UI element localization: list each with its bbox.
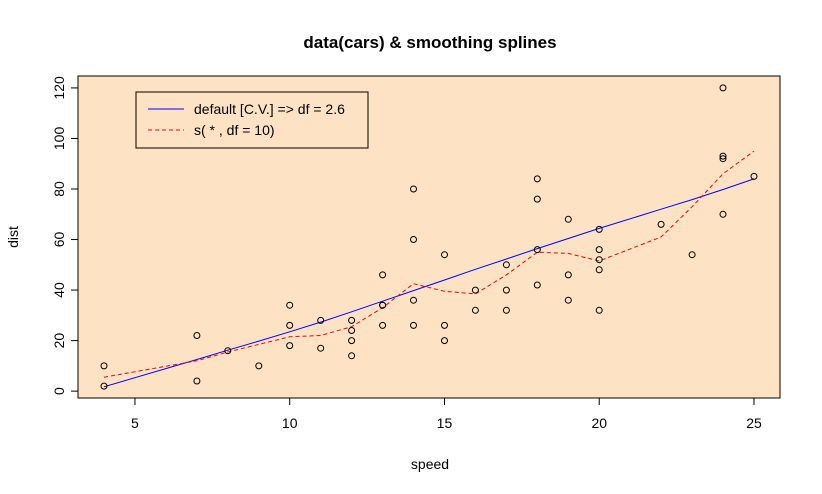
data-point [533,281,541,289]
chart-title: data(cars) & smoothing splines [303,33,556,52]
data-point [502,261,510,269]
data-point [348,327,356,334]
data-point [719,152,727,160]
data-point [688,251,696,259]
y-axis-label: dist [5,226,21,248]
y-axis: 0 20 40 60 80 100 120 [51,76,79,395]
data-point [502,306,510,314]
data-point [502,286,510,294]
legend-entry-default: default [C.V.] => df = 2.6 [194,101,345,117]
data-point [286,301,294,309]
x-tick-label: 10 [282,415,298,431]
data-point [564,271,572,279]
data-point [410,236,417,243]
data-point [533,195,541,203]
data-point [100,382,108,390]
x-tick-label: 15 [437,415,453,431]
data-point [750,172,758,180]
data-point [595,256,603,264]
legend-entry-df10: s( * , df = 10) [194,122,275,138]
data-point [410,185,417,193]
y-tick-label: 20 [51,333,67,349]
data-point [193,377,201,385]
data-point [410,321,417,329]
data-point [564,296,572,304]
data-point [719,155,727,163]
data-point [348,352,356,360]
y-tick-label: 60 [51,232,67,248]
data-point [348,316,356,324]
data-point [595,246,603,254]
x-tick-label: 20 [591,415,607,431]
y-tick-label: 80 [51,181,67,197]
data-point [564,215,572,223]
data-point [719,84,727,92]
data-point [719,210,727,218]
x-axis-label: speed [411,456,449,472]
points-layer [100,84,758,390]
data-point [286,342,294,350]
data-point [533,175,541,183]
data-point [379,271,387,279]
data-point [286,321,294,329]
data-point [595,225,603,233]
y-tick-label: 0 [51,387,67,395]
x-tick-label: 25 [746,415,762,431]
data-point [595,266,603,274]
series-layer [103,150,755,388]
series-line-1 [103,150,755,378]
data-point [100,362,108,370]
data-point [379,301,387,309]
data-point [441,337,448,345]
data-point [379,321,387,329]
data-point [595,306,603,314]
data-point [657,220,665,228]
x-axis: 5 10 15 20 25 [131,397,762,431]
y-tick-label: 100 [51,127,67,151]
data-point [533,246,541,254]
x-tick-label: 5 [131,415,139,431]
y-tick-label: 40 [51,282,67,298]
y-tick-label: 120 [51,76,67,100]
data-point [348,337,356,345]
data-point [224,347,232,355]
data-point [471,306,479,314]
data-point [317,316,325,324]
data-point [471,286,479,294]
legend-box [135,91,369,149]
data-point [193,332,201,339]
data-point [255,362,263,370]
data-point [441,251,448,259]
data-point [441,321,448,329]
legend: default [C.V.] => df = 2.6 s( * , df = 1… [135,91,369,149]
data-point [317,344,325,352]
data-point [410,296,417,304]
series-line-0 [103,178,755,388]
